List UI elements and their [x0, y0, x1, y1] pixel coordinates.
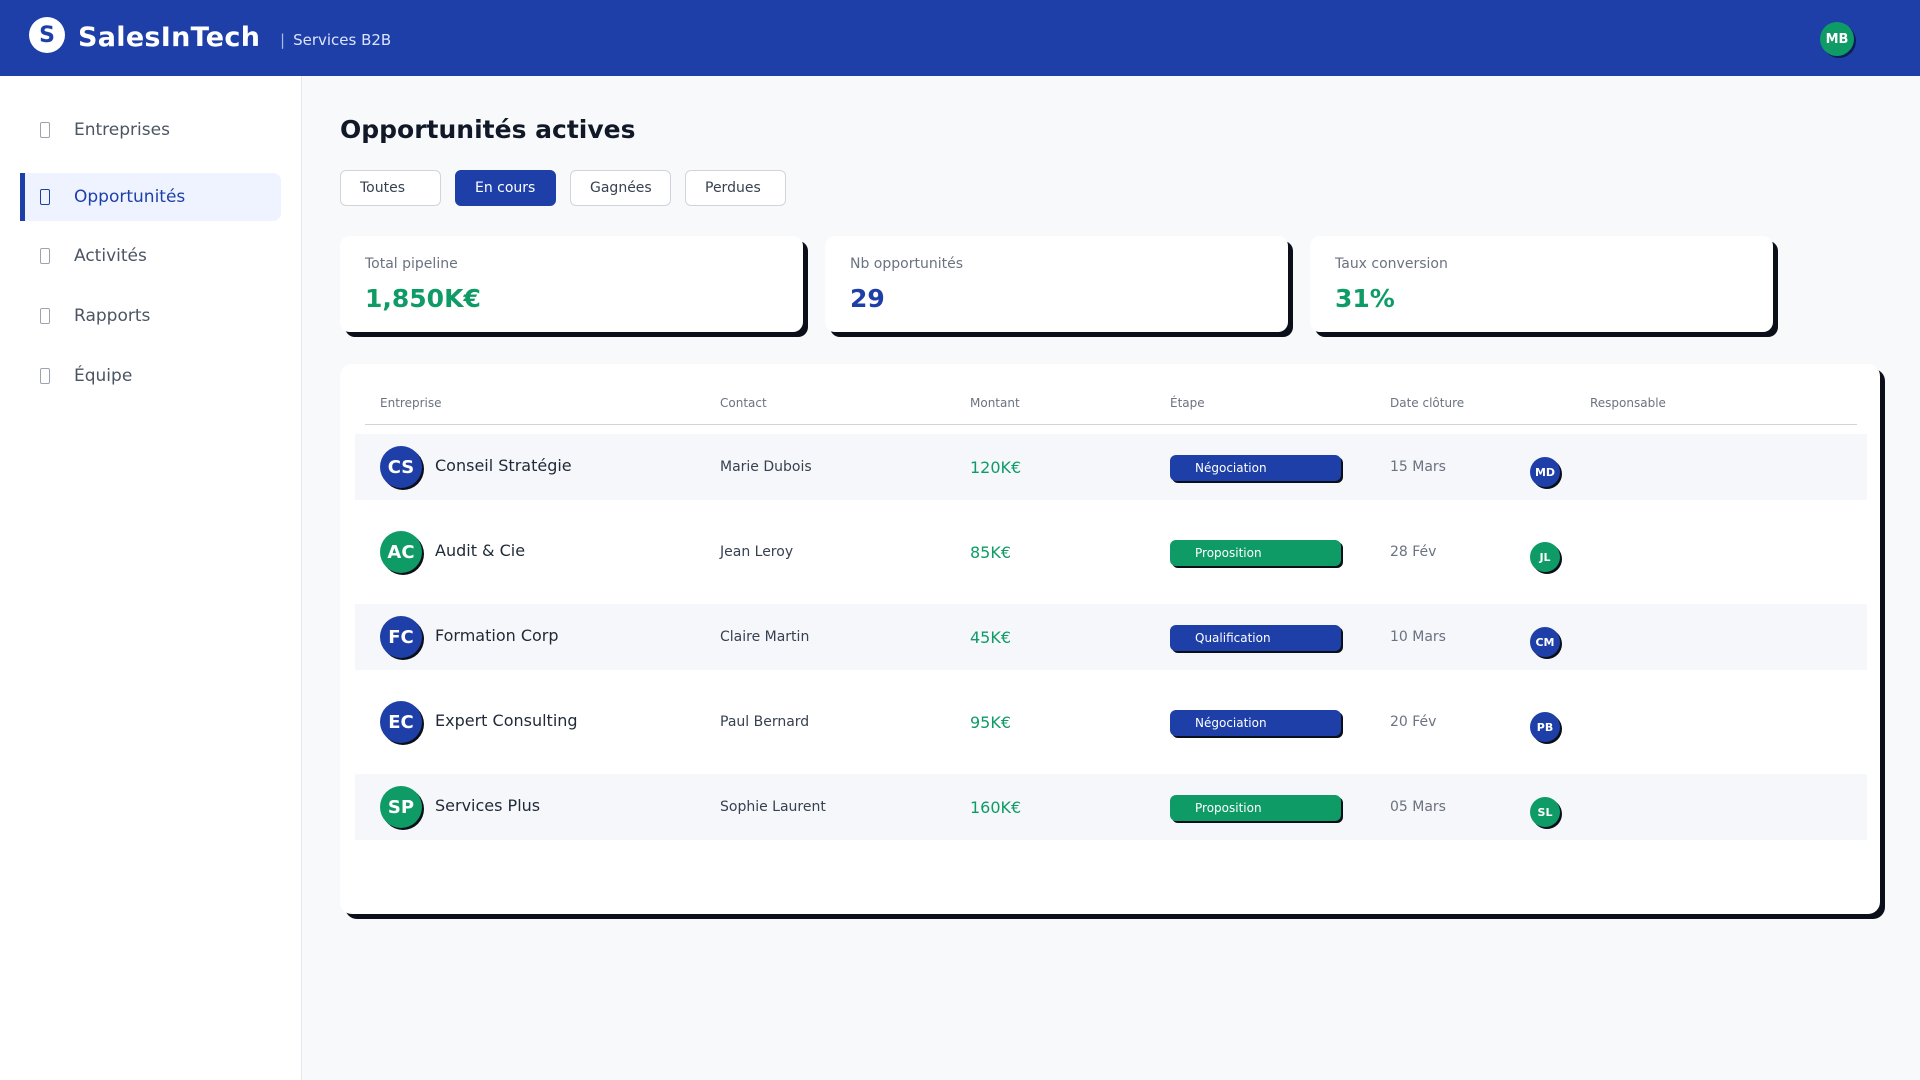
stat-value: 31% — [1335, 284, 1395, 313]
amount: 160K€ — [970, 798, 1022, 817]
sidebar-item-opportunites[interactable]: Opportunités — [20, 173, 281, 221]
sidebar-item-label: Entreprises — [74, 120, 170, 140]
contact-name: Sophie Laurent — [720, 799, 826, 815]
close-date: 05 Mars — [1390, 799, 1446, 815]
sidebar-item-label: Rapports — [74, 306, 151, 326]
table-row[interactable]: AC Audit & Cie Jean Leroy 85K€ Propositi… — [355, 519, 1867, 585]
column-header-date[interactable]: Date clôture — [1390, 396, 1465, 410]
owner-avatar: JL — [1530, 542, 1560, 572]
opportunities-table: Entreprise Contact Montant Étape Date cl… — [340, 364, 1880, 914]
company-name[interactable]: Services Plus — [435, 796, 541, 815]
brand-subtitle-text: Services B2B — [293, 31, 392, 49]
company-avatar: SP — [380, 786, 422, 828]
table-row[interactable]: CS Conseil Stratégie Marie Dubois 120K€ … — [355, 434, 1867, 500]
stat-card-pipeline: Total pipeline 1,850K€ — [340, 236, 803, 332]
table-row[interactable]: FC Formation Corp Claire Martin 45K€ Qua… — [355, 604, 1867, 670]
amount: 85K€ — [970, 543, 1012, 562]
sidebar-item-activites[interactable]: Activités — [20, 232, 281, 280]
chart-icon — [40, 308, 50, 324]
company-name[interactable]: Audit & Cie — [435, 541, 526, 560]
close-date: 20 Fév — [1390, 714, 1437, 730]
owner-avatar: MD — [1530, 457, 1560, 487]
contact-name: Marie Dubois — [720, 459, 812, 475]
team-icon — [40, 368, 50, 384]
company-name[interactable]: Expert Consulting — [435, 711, 578, 730]
stage-badge: Proposition — [1170, 540, 1341, 566]
page-title: Opportunités actives — [340, 115, 636, 144]
column-header-etape[interactable]: Étape — [1170, 396, 1205, 410]
amount: 95K€ — [970, 713, 1012, 732]
sidebar-item-entreprises[interactable]: Entreprises — [20, 106, 281, 154]
stage-badge: Négociation — [1170, 710, 1341, 736]
top-header: S SalesInTech | Services B2B MB — [0, 0, 1920, 76]
sidebar: Entreprises Opportunités Activités Rappo… — [0, 76, 302, 1080]
company-avatar: CS — [380, 446, 422, 488]
table-row[interactable]: EC Expert Consulting Paul Bernard 95K€ N… — [355, 689, 1867, 755]
table-row[interactable]: SP Services Plus Sophie Laurent 160K€ Pr… — [355, 774, 1867, 840]
stat-value: 29 — [850, 284, 885, 313]
sidebar-item-label: Équipe — [74, 366, 133, 386]
stat-card-conversion: Taux conversion 31% — [1310, 236, 1773, 332]
target-icon — [40, 189, 50, 205]
amount: 120K€ — [970, 458, 1022, 477]
sidebar-item-rapports[interactable]: Rapports — [20, 292, 281, 340]
stage-badge: Négociation — [1170, 455, 1341, 481]
stage-badge: Qualification — [1170, 625, 1341, 651]
contact-name: Claire Martin — [720, 629, 810, 645]
sidebar-item-label: Opportunités — [74, 187, 186, 207]
owner-avatar: CM — [1530, 627, 1560, 657]
brand-subtitle: | Services B2B — [280, 31, 391, 49]
calendar-icon — [40, 248, 50, 264]
company-avatar: FC — [380, 616, 422, 658]
company-name[interactable]: Formation Corp — [435, 626, 559, 645]
close-date: 28 Fév — [1390, 544, 1437, 560]
stat-label: Nb opportunités — [850, 256, 963, 272]
close-date: 15 Mars — [1390, 459, 1446, 475]
contact-name: Jean Leroy — [720, 544, 794, 560]
filter-perdues-button[interactable]: Perdues — [685, 170, 786, 206]
logo-icon[interactable]: S — [29, 17, 65, 53]
close-date: 10 Mars — [1390, 629, 1446, 645]
sidebar-item-equipe[interactable]: Équipe — [20, 352, 281, 400]
brand-name[interactable]: SalesInTech — [78, 22, 261, 53]
stage-badge: Proposition — [1170, 795, 1341, 821]
owner-avatar: PB — [1530, 712, 1560, 742]
column-header-contact[interactable]: Contact — [720, 396, 767, 410]
company-avatar: AC — [380, 531, 422, 573]
owner-avatar: SL — [1530, 797, 1560, 827]
filter-gagnees-button[interactable]: Gagnées — [570, 170, 671, 206]
contact-name: Paul Bernard — [720, 714, 810, 730]
stat-card-count: Nb opportunités 29 — [825, 236, 1288, 332]
header-divider — [365, 424, 1857, 425]
brand-separator: | — [280, 31, 286, 49]
company-name[interactable]: Conseil Stratégie — [435, 456, 572, 475]
column-header-entreprise[interactable]: Entreprise — [380, 396, 442, 410]
building-icon — [40, 122, 50, 138]
stat-label: Taux conversion — [1335, 256, 1448, 272]
company-avatar: EC — [380, 701, 422, 743]
user-avatar[interactable]: MB — [1820, 22, 1854, 56]
column-header-montant[interactable]: Montant — [970, 396, 1020, 410]
amount: 45K€ — [970, 628, 1012, 647]
stat-label: Total pipeline — [365, 256, 458, 272]
sidebar-item-label: Activités — [74, 246, 147, 266]
stat-value: 1,850K€ — [365, 284, 481, 313]
filter-toutes-button[interactable]: Toutes — [340, 170, 441, 206]
filter-en-cours-button[interactable]: En cours — [455, 170, 556, 206]
column-header-responsable[interactable]: Responsable — [1590, 396, 1666, 410]
